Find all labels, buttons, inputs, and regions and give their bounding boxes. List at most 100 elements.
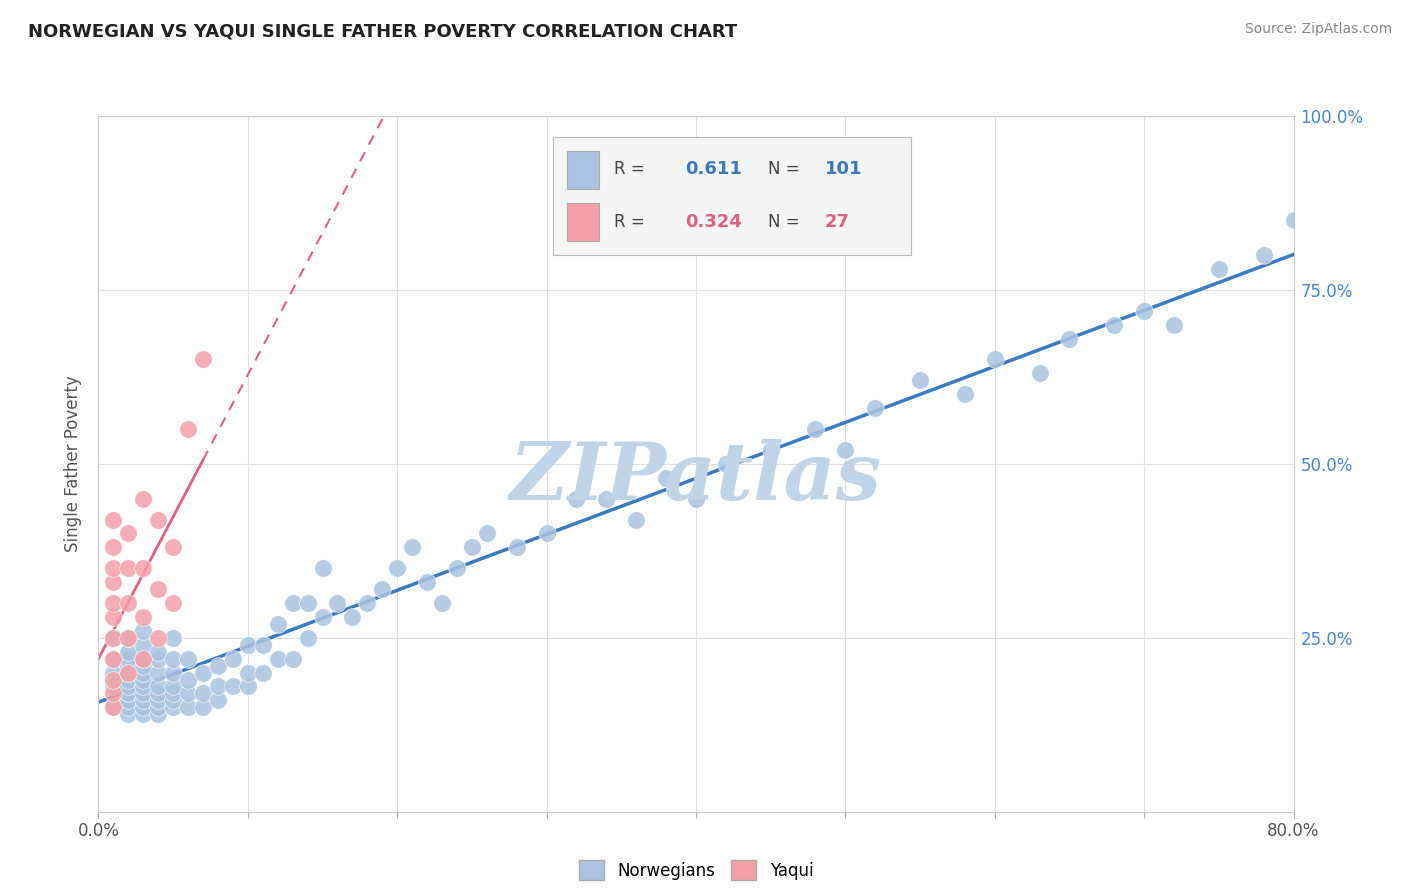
Point <box>506 541 529 555</box>
Point <box>117 665 139 680</box>
Point <box>117 665 139 680</box>
Point <box>1104 318 1126 332</box>
Y-axis label: Single Father Poverty: Single Father Poverty <box>65 376 83 552</box>
Point <box>162 631 184 645</box>
Point <box>461 541 484 555</box>
Point <box>385 561 409 575</box>
Point <box>565 491 588 506</box>
Point <box>103 680 125 694</box>
Point <box>117 680 139 694</box>
Point <box>148 680 170 694</box>
Point <box>177 422 200 436</box>
Point <box>162 651 184 665</box>
Point <box>148 707 170 722</box>
Point <box>132 610 155 624</box>
Point <box>865 401 887 416</box>
Point <box>177 651 200 665</box>
Point <box>132 693 155 707</box>
Point <box>326 596 349 610</box>
Point <box>984 352 1007 367</box>
Point <box>311 561 333 575</box>
Point <box>148 651 170 665</box>
Point <box>103 596 125 610</box>
Point <box>177 673 200 687</box>
Point <box>281 651 304 665</box>
Point <box>1208 262 1230 277</box>
Point <box>132 700 155 714</box>
Point <box>536 526 558 541</box>
Point <box>162 596 184 610</box>
Point <box>132 686 155 700</box>
Point <box>148 512 170 526</box>
Point <box>117 631 139 645</box>
Point <box>103 651 125 665</box>
Point <box>117 631 139 645</box>
Point <box>207 658 229 673</box>
Point <box>191 700 214 714</box>
Point <box>132 707 155 722</box>
Point <box>311 610 333 624</box>
Point <box>132 624 155 638</box>
Point <box>117 693 139 707</box>
Point <box>177 686 200 700</box>
Text: NORWEGIAN VS YAQUI SINGLE FATHER POVERTY CORRELATION CHART: NORWEGIAN VS YAQUI SINGLE FATHER POVERTY… <box>28 22 737 40</box>
Point <box>162 665 184 680</box>
Point <box>103 700 125 714</box>
Point <box>177 700 200 714</box>
Point <box>148 665 170 680</box>
Point <box>162 680 184 694</box>
Point <box>207 680 229 694</box>
Point <box>804 422 827 436</box>
Point <box>132 658 155 673</box>
Point <box>117 658 139 673</box>
Point <box>356 596 378 610</box>
Point <box>297 631 319 645</box>
Point <box>103 575 125 590</box>
Point <box>162 693 184 707</box>
Point <box>222 651 245 665</box>
Text: Source: ZipAtlas.com: Source: ZipAtlas.com <box>1244 22 1392 37</box>
Point <box>1163 318 1185 332</box>
Point <box>834 442 856 457</box>
Point <box>132 491 155 506</box>
Text: ZIPatlas: ZIPatlas <box>510 439 882 516</box>
Point <box>714 457 737 471</box>
Point <box>148 631 170 645</box>
Point <box>132 651 155 665</box>
Point <box>103 512 125 526</box>
Point <box>1028 367 1050 381</box>
Point <box>103 541 125 555</box>
Point <box>132 680 155 694</box>
Point <box>117 686 139 700</box>
Legend: Norwegians, Yaqui: Norwegians, Yaqui <box>572 854 820 887</box>
Point <box>117 526 139 541</box>
Point <box>103 561 125 575</box>
Point <box>430 596 453 610</box>
Point <box>117 700 139 714</box>
Point <box>371 582 394 596</box>
Point <box>236 680 259 694</box>
Point <box>655 471 678 485</box>
Point <box>222 680 245 694</box>
Point <box>132 673 155 687</box>
Point <box>117 673 139 687</box>
Point <box>148 582 170 596</box>
Point <box>342 610 364 624</box>
Point <box>117 596 139 610</box>
Point <box>191 686 214 700</box>
Point <box>103 631 125 645</box>
Point <box>236 638 259 652</box>
Point <box>252 638 274 652</box>
Point <box>103 610 125 624</box>
Point <box>103 686 125 700</box>
Point <box>401 541 423 555</box>
Point <box>908 373 931 387</box>
Point <box>416 575 439 590</box>
Point <box>685 491 707 506</box>
Point <box>117 645 139 659</box>
Point <box>162 686 184 700</box>
Point <box>148 645 170 659</box>
Point <box>595 491 617 506</box>
Point <box>297 596 319 610</box>
Point <box>191 665 214 680</box>
